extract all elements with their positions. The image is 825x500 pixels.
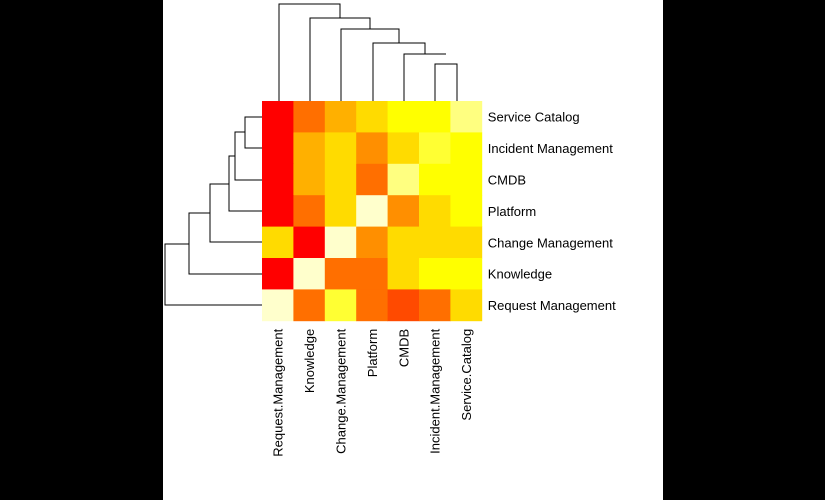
column-label: Incident.Management bbox=[428, 328, 443, 453]
column-label: Request.Management bbox=[271, 328, 286, 456]
heatmap-cell bbox=[450, 226, 483, 259]
heatmap-cell bbox=[293, 163, 326, 196]
heatmap-cell bbox=[293, 258, 326, 290]
dendrogram-branch bbox=[188, 212, 262, 275]
column-labels: Request.Management Knowledge Change.Manage… bbox=[271, 328, 474, 456]
heatmap-cell bbox=[419, 132, 451, 165]
column-label: Service.Catalog bbox=[459, 329, 474, 421]
heatmap-cell bbox=[293, 195, 326, 227]
dendrogram-branch bbox=[234, 131, 262, 181]
row-label: Platform bbox=[488, 204, 536, 219]
row-label: Incident Management bbox=[488, 141, 613, 156]
column-label: Platform bbox=[365, 329, 380, 377]
heatmap-cell bbox=[450, 289, 483, 322]
heatmap-cell bbox=[387, 101, 420, 133]
column-label: CMDB bbox=[396, 329, 411, 367]
column-label: Change.Management bbox=[334, 328, 349, 453]
heatmap-cell bbox=[387, 226, 420, 259]
dendrogram-branch bbox=[340, 28, 400, 43]
heatmap-cell bbox=[356, 226, 388, 259]
heatmap-cell bbox=[450, 163, 483, 196]
row-label: Knowledge bbox=[488, 267, 552, 282]
dendrogram-branch bbox=[164, 243, 262, 306]
row-labels: Service Catalog Incident Management CMDB Pl… bbox=[488, 110, 616, 313]
heatmap-cell bbox=[324, 289, 357, 322]
heatmap-cell bbox=[262, 226, 294, 259]
heatmap-cell bbox=[324, 258, 357, 290]
heatmap-cell bbox=[387, 289, 420, 322]
heatmap-cell bbox=[324, 101, 357, 133]
heatmap-cell bbox=[419, 101, 451, 133]
dendrogram-branch bbox=[403, 53, 446, 64]
heatmap-cell bbox=[356, 101, 388, 133]
heatmap-cell bbox=[387, 163, 420, 196]
row-label: CMDB bbox=[488, 173, 526, 188]
heatmap-cell bbox=[419, 289, 451, 322]
row-label: Service Catalog bbox=[488, 110, 580, 125]
heatmap-cell bbox=[387, 132, 420, 165]
heatmap-cell bbox=[387, 195, 420, 227]
heatmap-cell bbox=[356, 132, 388, 165]
plot-canvas: Service Catalog Incident Management CMDB Pl… bbox=[163, 0, 663, 500]
column-label: Knowledge bbox=[302, 329, 317, 393]
heatmap-cell bbox=[262, 132, 294, 165]
heatmap-cell bbox=[419, 258, 451, 290]
heatmap-cell bbox=[450, 101, 483, 133]
heatmap-cell bbox=[324, 163, 357, 196]
heatmap-cell bbox=[450, 132, 483, 165]
heatmap-cell bbox=[262, 101, 294, 133]
heatmap-cell bbox=[324, 226, 357, 259]
row-dendrogram bbox=[164, 116, 262, 306]
heatmap-cell bbox=[356, 289, 388, 322]
dendrogram-branch bbox=[434, 63, 458, 79]
row-label: Change Management bbox=[488, 235, 613, 250]
row-label: Request Management bbox=[488, 298, 616, 313]
dendrogram-branch bbox=[372, 42, 426, 54]
heatmap-cell bbox=[356, 258, 388, 290]
heatmap-cell bbox=[293, 289, 326, 322]
heatmap-cell bbox=[356, 163, 388, 196]
heatmap-cell bbox=[450, 258, 483, 290]
dendrogram-branch bbox=[309, 17, 371, 29]
heatmap-cell bbox=[262, 258, 294, 290]
heatmap-cells bbox=[262, 101, 483, 322]
column-dendrogram bbox=[278, 3, 458, 101]
dendrogram-branch bbox=[244, 116, 262, 149]
heatmap-cell bbox=[419, 163, 451, 196]
dendrogram-branch bbox=[209, 183, 262, 243]
dendrogram-branch bbox=[278, 3, 341, 101]
heatmap-cell bbox=[419, 195, 451, 227]
dendrogram-branch bbox=[228, 155, 262, 212]
heatmap-cell bbox=[262, 195, 294, 227]
heatmap-cell bbox=[387, 258, 420, 290]
heatmap-cell bbox=[293, 101, 326, 133]
heatmap-cell bbox=[293, 132, 326, 165]
heatmap-cell bbox=[356, 195, 388, 227]
heatmap-cell bbox=[324, 195, 357, 227]
heatmap-cell bbox=[293, 226, 326, 259]
heatmap-chart: Service Catalog Incident Management CMDB Pl… bbox=[164, 3, 616, 457]
heatmap-cell bbox=[324, 132, 357, 165]
heatmap-cell bbox=[262, 289, 294, 322]
heatmap-cell bbox=[419, 226, 451, 259]
heatmap-cell bbox=[262, 163, 294, 196]
heatmap-cell bbox=[450, 195, 483, 227]
